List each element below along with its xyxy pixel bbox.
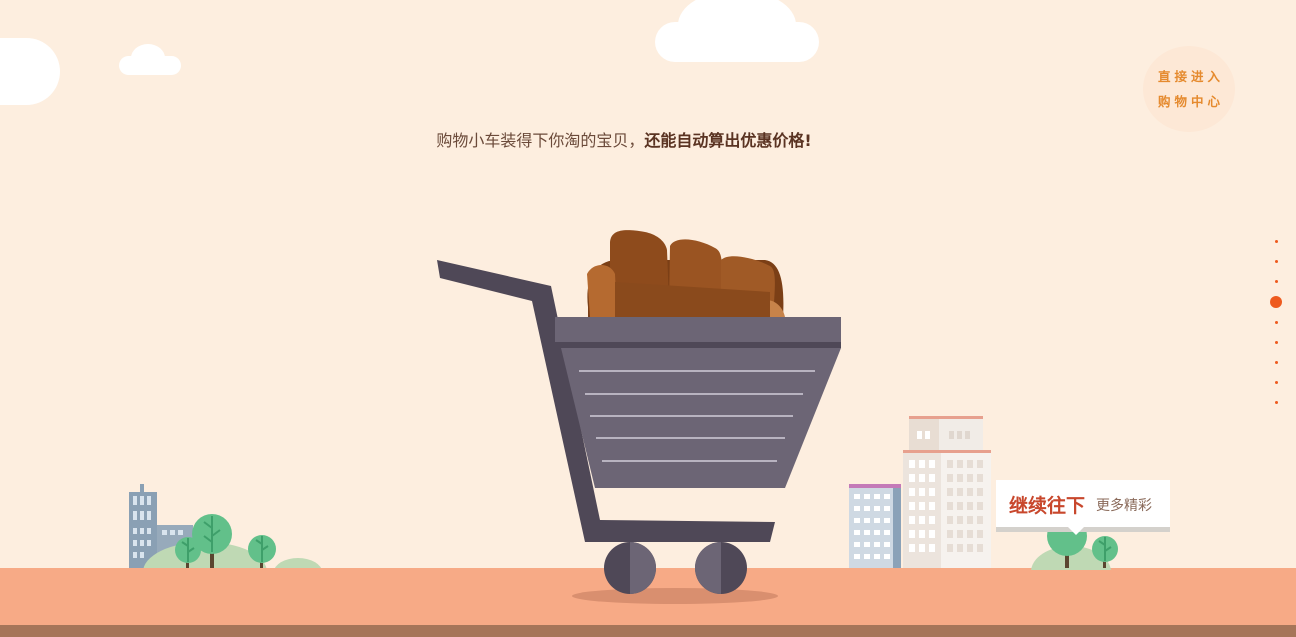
headline: 购物小车装得下你淘的宝贝，还能自动算出优惠价格! — [0, 127, 1248, 151]
building-icon — [849, 416, 991, 568]
left-city-illustration — [129, 484, 322, 572]
ground-edge — [0, 625, 1296, 637]
page-dots-nav — [1266, 240, 1286, 421]
cloud-left — [0, 38, 60, 105]
headline-bold: 还能自动算出优惠价格! — [644, 131, 812, 150]
enter-line-2: 购物中心 — [1157, 94, 1224, 109]
continue-scroll-button[interactable]: 继续往下 更多精彩 — [996, 480, 1170, 535]
page-dot-1[interactable] — [1274, 240, 1278, 243]
page-dot-6[interactable] — [1274, 341, 1278, 344]
sofa-icon — [587, 230, 785, 317]
continue-sub-label: 更多精彩 — [1096, 498, 1152, 514]
page-dot-9[interactable] — [1274, 401, 1278, 404]
page-dot-5[interactable] — [1274, 321, 1278, 324]
cloud-top-hump — [678, 0, 796, 60]
page-dot-2[interactable] — [1274, 260, 1278, 263]
shopping-cart-icon — [437, 230, 841, 604]
continue-main-label: 继续往下 — [1009, 495, 1086, 517]
page-dot-8[interactable] — [1274, 381, 1278, 384]
tree-icon — [175, 514, 276, 568]
headline-normal: 购物小车装得下你淘的宝贝， — [436, 131, 645, 150]
enter-shopping-center-button[interactable]: 直接进入 购物中心 — [1143, 46, 1235, 132]
callout-tail — [1068, 527, 1084, 535]
cloud-small-top — [131, 44, 165, 72]
enter-line-1: 直接进入 — [1157, 69, 1224, 84]
page-dot-4-active[interactable] — [1270, 296, 1282, 308]
right-city-illustration — [849, 416, 1118, 570]
page-dot-7[interactable] — [1274, 361, 1278, 364]
page-dot-3[interactable] — [1274, 280, 1278, 283]
